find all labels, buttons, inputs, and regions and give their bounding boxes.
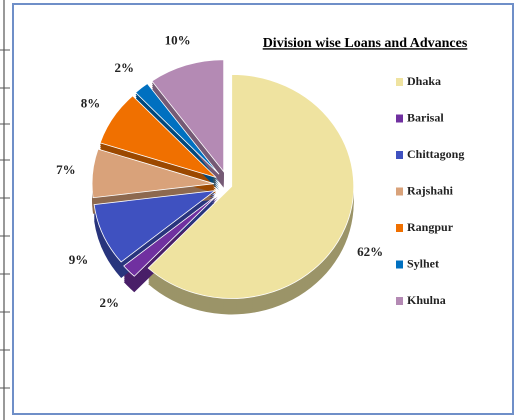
legend-label: Barisal [407, 110, 444, 124]
legend-swatch [396, 78, 403, 86]
legend-label: Dhaka [407, 74, 441, 88]
slice [99, 95, 217, 178]
legend-swatch [396, 297, 403, 305]
legend-swatch [396, 260, 403, 269]
data-label: 7% [56, 162, 76, 177]
legend-swatch [396, 151, 403, 159]
chart-title: Division wise Loans and Advances [263, 36, 468, 51]
data-label: 9% [69, 252, 89, 267]
data-label: 2% [114, 60, 134, 75]
slice [134, 83, 220, 175]
legend-swatch [396, 187, 403, 196]
legend-label: Chittagong [407, 147, 464, 161]
slice [93, 189, 217, 263]
legend-swatch [396, 114, 403, 123]
slice [147, 74, 355, 299]
data-label: 62% [357, 244, 383, 259]
data-label: 2% [100, 295, 120, 310]
slice [151, 59, 225, 173]
legend-swatch [396, 224, 403, 232]
legend-label: Rajshahi [407, 183, 454, 197]
legend-label: Khulna [407, 293, 446, 307]
slice [123, 194, 219, 277]
data-label: 10% [165, 33, 191, 48]
legend-label: Sylhet [407, 256, 439, 270]
legend-label: Rangpur [407, 220, 454, 234]
slice [91, 148, 215, 199]
data-label: 8% [81, 95, 101, 110]
table-rows [0, 49, 10, 389]
